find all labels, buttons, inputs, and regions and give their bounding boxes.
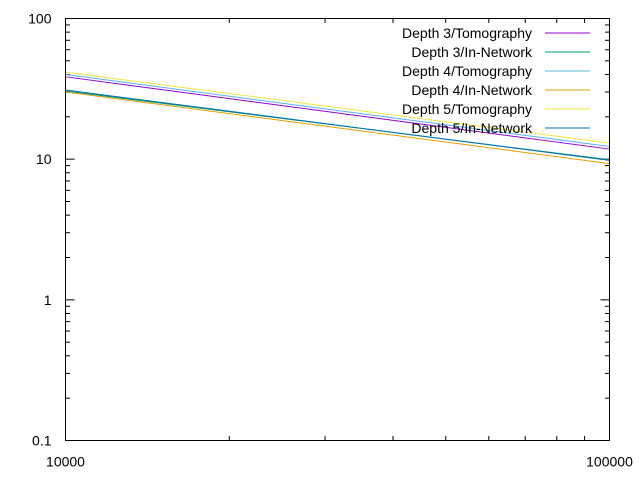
series-lines [65,71,610,165]
legend-label: Depth 3/In-Network [411,44,533,60]
series-line-4 [65,91,610,165]
series-line-6 [65,89,610,161]
y-tick-label: 100 [28,11,52,27]
y-tick-label: 10 [36,151,52,167]
legend-label: Depth 3/Tomography [402,25,532,41]
x-tick-label: 10000 [46,454,85,470]
tick-labels: 0.1 1 10 100 10000 100000 [28,11,633,470]
legend: Depth 3/Tomography Depth 3/In-Network Dept… [402,25,590,136]
legend-label: Depth 5/Tomography [402,101,532,117]
series-line-3 [65,73,610,148]
x-tick-label: 100000 [586,454,633,470]
legend-label: Depth 4/Tomography [402,63,532,79]
plot-area-border [65,18,610,441]
y-tick-label: 1 [44,292,52,308]
series-line-1 [65,76,610,150]
series-line-5 [65,71,610,144]
legend-label: Depth 5/In-Network [411,120,533,136]
y-tick-label: 0.1 [32,433,52,449]
legend-label: Depth 4/In-Network [411,82,533,98]
